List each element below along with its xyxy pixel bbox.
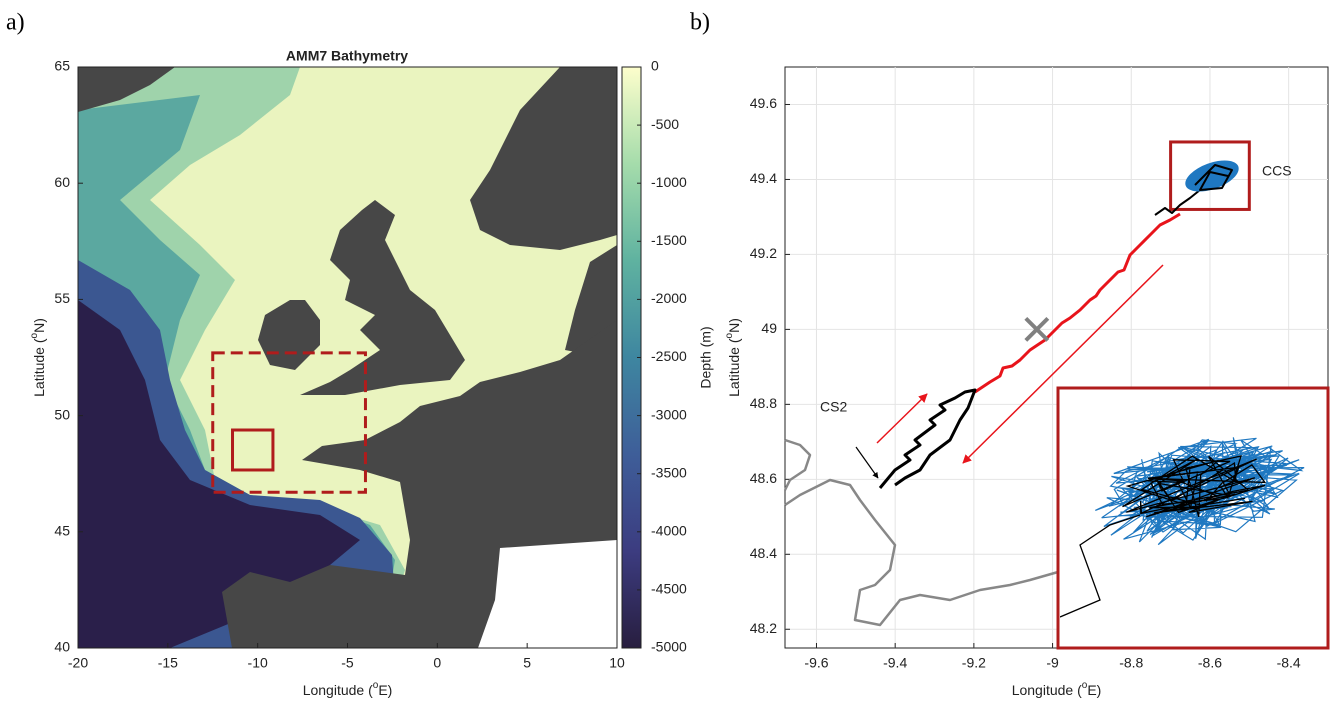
inset-track <box>1122 455 1267 518</box>
x-tick-label: 5 <box>523 655 531 671</box>
colorbar-tick-label: -4500 <box>651 581 687 597</box>
chart-title: AMM7 Bathymetry <box>286 48 408 64</box>
x-tick-label: -8.6 <box>1198 655 1222 671</box>
x-axis-label-part: o <box>373 680 379 691</box>
x-tick-label: -9 <box>1046 655 1059 671</box>
y-axis-label-part: Latitude ( <box>726 338 742 397</box>
colorbar-tick-label: -3000 <box>651 406 687 422</box>
y-tick-label: 49.4 <box>750 170 777 186</box>
y-axis-label-part: Latitude ( <box>31 338 47 397</box>
track <box>878 388 977 489</box>
direction-arrow <box>962 264 1164 464</box>
y-tick-label: 48.4 <box>750 545 777 561</box>
x-tick-label: 10 <box>609 655 625 671</box>
y-tick-label: 60 <box>54 174 70 190</box>
track <box>784 478 1059 627</box>
x-axis-label-part: Longitude ( <box>1012 682 1082 698</box>
panel-label: a) <box>6 10 25 36</box>
colorbar-tick-label: -3500 <box>651 464 687 480</box>
y-tick-label: 65 <box>54 58 70 74</box>
colorbar-tick-label: -5000 <box>651 639 687 655</box>
y-axis-label-part: o <box>29 332 40 338</box>
trajectory-layer <box>783 160 1239 627</box>
colorbar-tick-label: -500 <box>651 116 679 132</box>
x-axis-label-part: E) <box>378 682 392 698</box>
map-background <box>78 67 617 648</box>
x-tick-label: -9.4 <box>883 655 907 671</box>
y-axis-label: Latitude (oN) <box>724 318 742 397</box>
x-tick-label: -10 <box>248 655 268 671</box>
x-axis-label-part: Longitude ( <box>303 682 373 698</box>
x-tick-label: -9.2 <box>962 655 986 671</box>
x-tick-label: -15 <box>158 655 178 671</box>
y-tick-label: 49.2 <box>750 245 777 261</box>
y-axis-label-part: N) <box>726 318 742 333</box>
x-tick-label: -8.4 <box>1277 655 1301 671</box>
colorbar-tick-label: -1000 <box>651 174 687 190</box>
position-marker <box>1024 316 1050 342</box>
track <box>1194 164 1233 191</box>
colorbar-tick-label: -2500 <box>651 348 687 364</box>
x-axis-label: Longitude (oE) <box>303 680 393 698</box>
region-box <box>1169 140 1251 211</box>
region-box <box>231 428 275 472</box>
track <box>974 212 1181 394</box>
colorbar-label: Depth (m) <box>698 326 714 388</box>
colorbar-tick-label: -2000 <box>651 290 687 306</box>
annotation: CS2 <box>820 399 847 415</box>
inset <box>1060 437 1305 618</box>
track <box>783 438 812 491</box>
y-tick-label: 48.8 <box>750 395 777 411</box>
y-tick-label: 49 <box>761 320 777 336</box>
colorbar-tick-label: 0 <box>651 58 659 74</box>
x-tick-label: -5 <box>341 655 354 671</box>
x-tick-label: 0 <box>433 655 441 671</box>
inset-track <box>1060 514 1141 618</box>
x-tick-label: -9.6 <box>804 655 828 671</box>
panel-label: b) <box>690 10 710 36</box>
colorbar-tick-label: -1500 <box>651 232 687 248</box>
x-tick-label: -20 <box>68 655 88 671</box>
pointer-arrow <box>855 446 879 479</box>
x-axis-label: Longitude (oE) <box>1012 680 1102 698</box>
y-axis-label-part: N) <box>31 318 47 333</box>
y-tick-label: 48.2 <box>750 620 777 636</box>
y-axis-label: Latitude (oN) <box>29 318 47 397</box>
colorbar-tick-label: -4000 <box>651 523 687 539</box>
y-tick-label: 45 <box>54 523 70 539</box>
annotation: CCS <box>1262 163 1292 179</box>
region-box <box>211 351 367 494</box>
x-axis-label-part: o <box>1082 680 1088 691</box>
inset-track <box>1095 437 1305 546</box>
x-tick-label: -8.8 <box>1119 655 1143 671</box>
y-tick-label: 40 <box>54 639 70 655</box>
direction-arrow <box>876 393 928 444</box>
x-axis-label-part: E) <box>1087 682 1101 698</box>
y-tick-label: 55 <box>54 290 70 306</box>
y-tick-label: 48.6 <box>750 470 777 486</box>
y-axis-label-part: o <box>724 332 735 338</box>
y-tick-label: 49.6 <box>750 95 777 111</box>
y-tick-label: 50 <box>54 406 70 422</box>
